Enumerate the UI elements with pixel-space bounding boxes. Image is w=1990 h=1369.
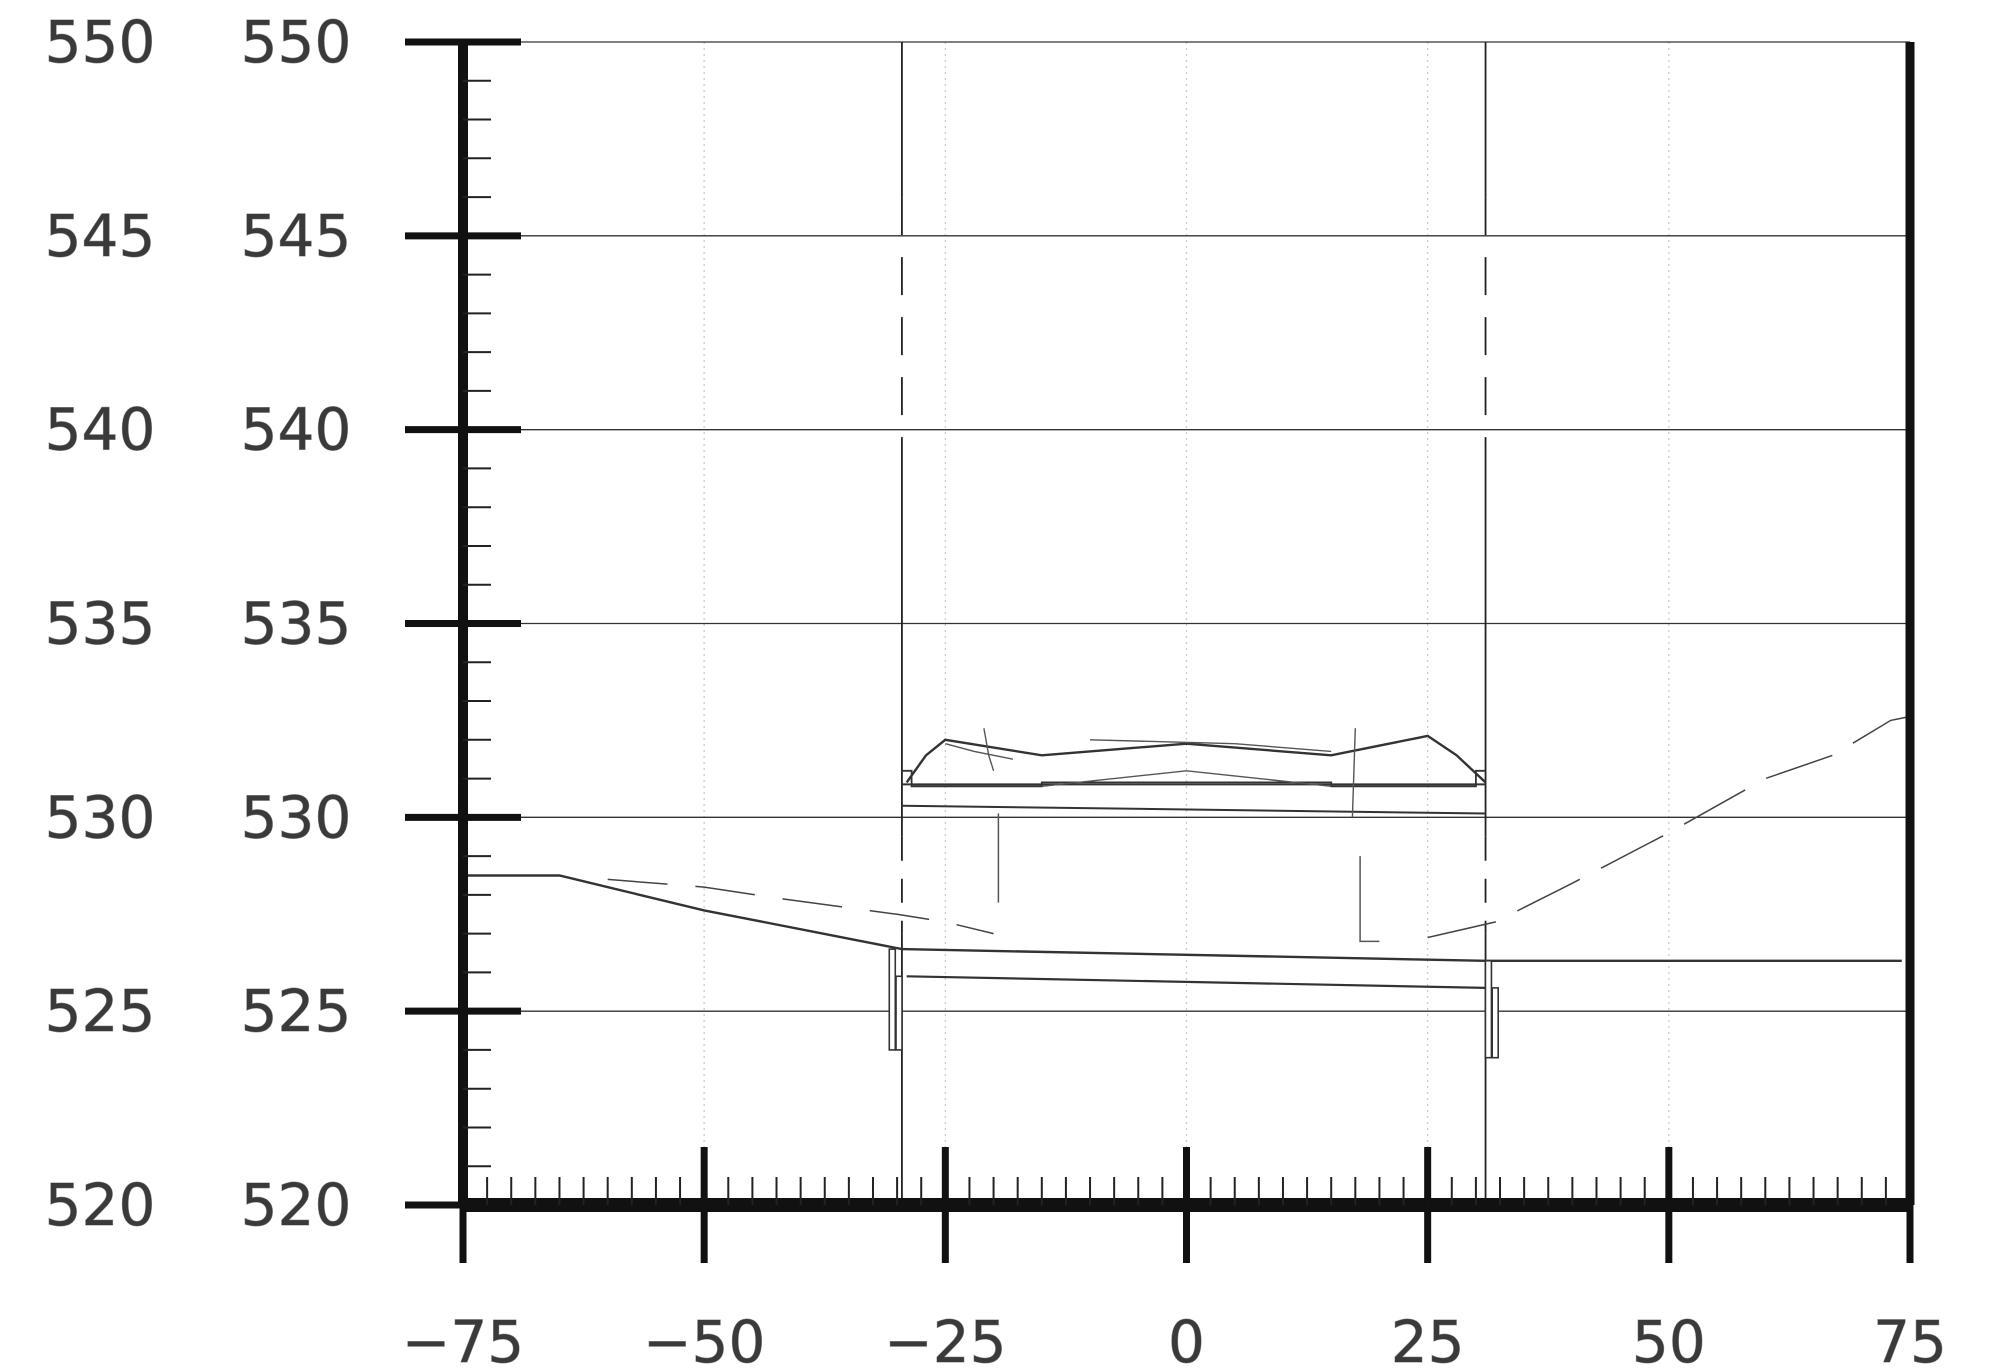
axes-frame [405, 38, 1915, 1263]
lamp-post [1351, 728, 1356, 818]
pile [1484, 959, 1493, 1059]
x-tick-label: −75 [402, 1308, 524, 1369]
pile [888, 948, 897, 1051]
y-tick-label: 535 [241, 590, 352, 658]
y-tick-label: 540 [241, 396, 352, 464]
ground-line-left [463, 874, 903, 951]
x-tick-label: 0 [1168, 1308, 1205, 1369]
deck-bottom-line [901, 804, 1486, 815]
y-tick-label-left: 535 [45, 590, 156, 658]
pile [895, 975, 903, 1051]
deck-top-profile [905, 734, 1487, 784]
y-tick-label-left: 530 [45, 783, 156, 851]
lamp-post [983, 728, 995, 772]
existing-profile-right [1427, 715, 1911, 939]
railing-line [945, 743, 1014, 760]
channel-bed-line [901, 947, 1910, 962]
railing-line [1234, 743, 1332, 753]
y-tick-label: 545 [241, 202, 352, 270]
channel-bottom-line [906, 975, 1486, 989]
y-tick-label-left: 545 [45, 202, 156, 270]
existing-profile-left [607, 878, 994, 935]
axis-labels: 550 545 540 535 530 525 520 550 545 540 535 530 525 5… [44, 8, 1947, 1369]
grid-lines [463, 41, 1910, 1205]
y-tick-label-left: 525 [45, 977, 156, 1045]
railing-line [1089, 739, 1235, 745]
x-tick-label: −25 [884, 1308, 1006, 1369]
y-tick-label: 520 [241, 1171, 352, 1239]
x-tick-label: 50 [1632, 1308, 1706, 1369]
x-tick-label: 25 [1391, 1308, 1465, 1369]
y-tick-label-left: 520 [45, 1171, 156, 1239]
y-tick-label: 530 [241, 783, 352, 851]
y-tick-label-left: 550 [45, 8, 156, 76]
x-tick-label: −50 [643, 1308, 765, 1369]
x-tick-label: 75 [1873, 1308, 1947, 1369]
deck-slab-outline [901, 769, 1486, 788]
bridge-structure [463, 42, 1911, 1205]
marker-line [1359, 856, 1380, 943]
deck-crown-line [1041, 770, 1332, 787]
y-tick-label: 525 [241, 977, 352, 1045]
pile [1491, 987, 1499, 1059]
y-tick-label-left: 540 [45, 396, 156, 464]
y-tick-label: 550 [241, 8, 352, 76]
